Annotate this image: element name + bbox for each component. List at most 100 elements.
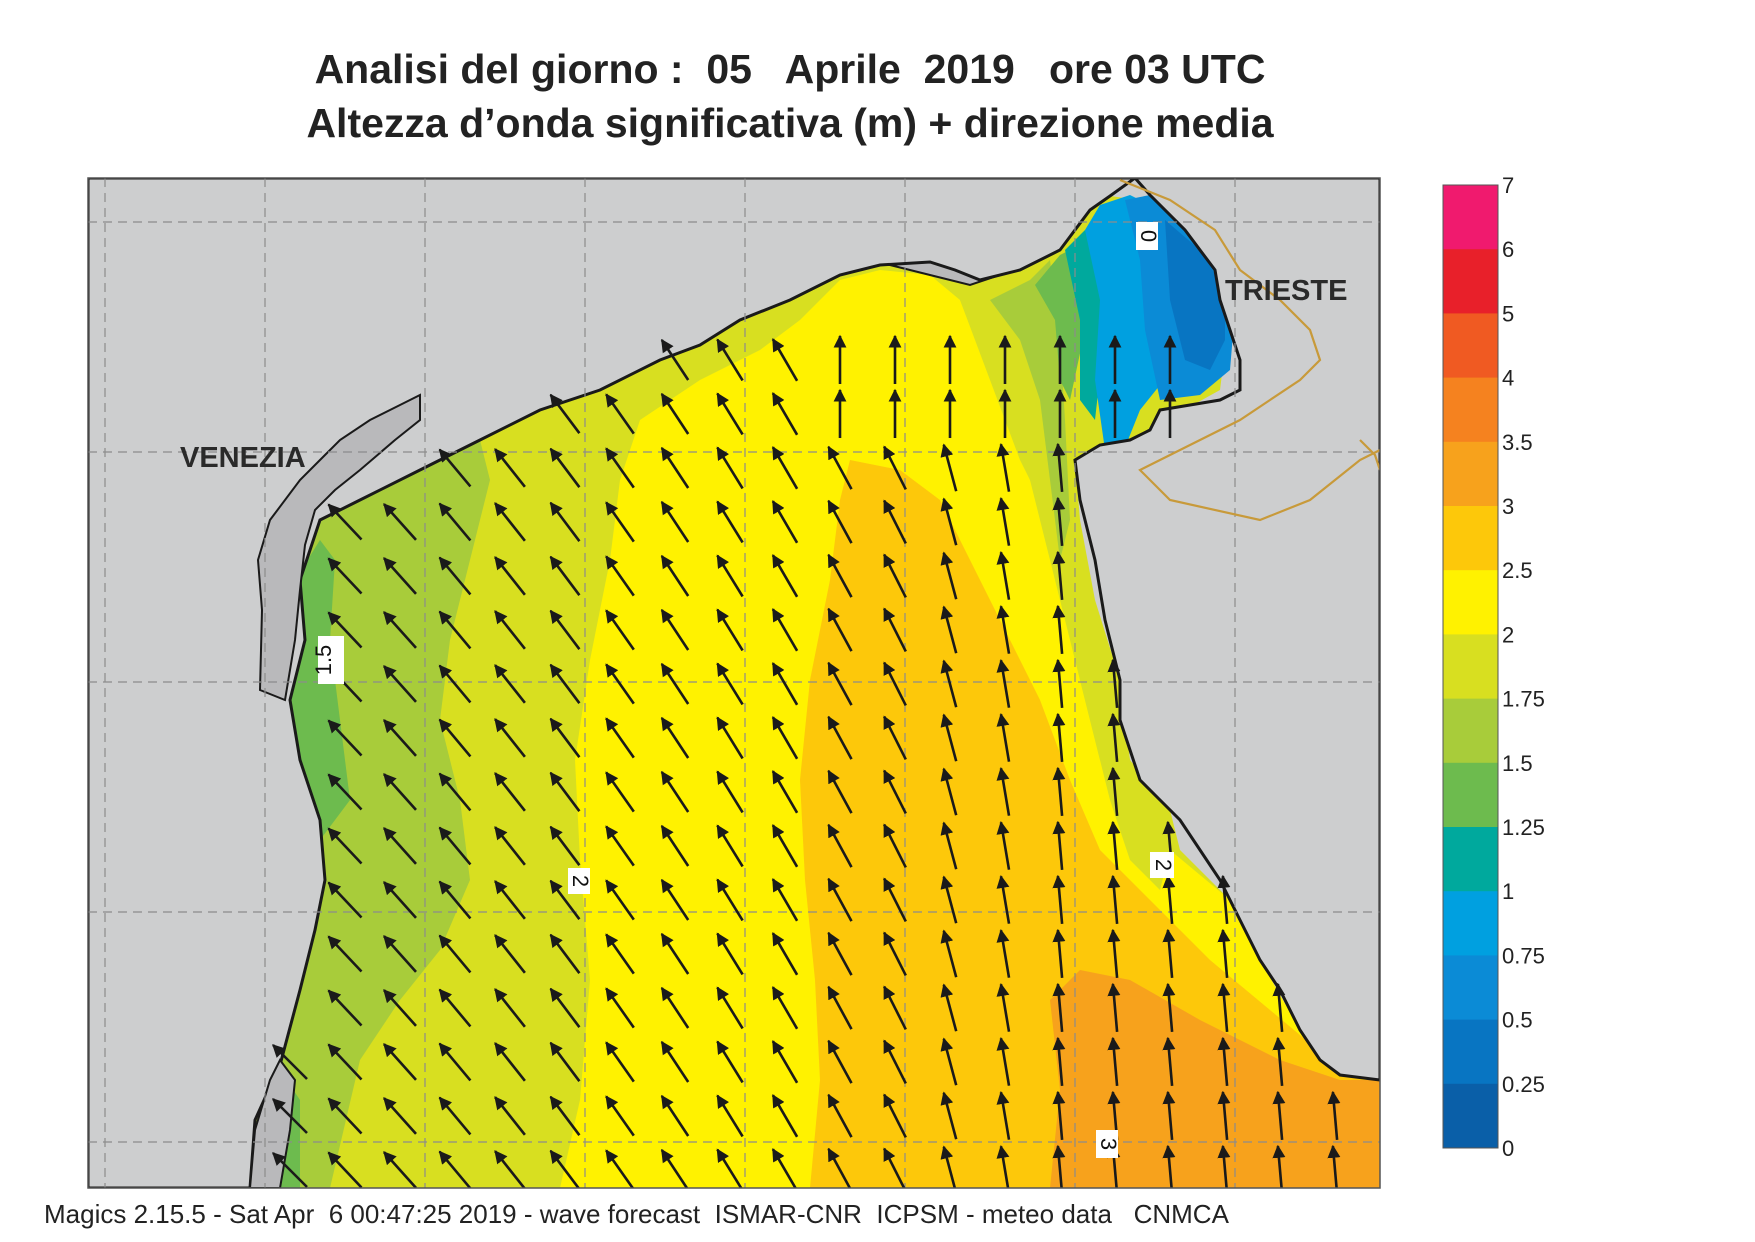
wave-direction-arrow <box>660 824 690 867</box>
wave-direction-arrow <box>883 553 907 598</box>
wave-direction-arrow <box>438 610 472 650</box>
wave-direction-arrow <box>940 821 958 870</box>
wave-direction-arrow <box>827 877 853 922</box>
wave-direction-arrow <box>940 983 958 1032</box>
wave-direction-arrow <box>438 1096 472 1136</box>
wave-direction-arrow <box>716 662 744 706</box>
wave-direction-arrow <box>660 500 690 543</box>
wave-direction-arrow <box>716 446 744 490</box>
wave-direction-arrow <box>827 499 853 544</box>
wave-direction-arrow <box>771 878 799 922</box>
wave-direction-arrow <box>1327 1090 1341 1141</box>
wave-direction-arrow <box>827 769 853 814</box>
colorbar-tick-label: 0.75 <box>1502 943 1545 968</box>
wave-direction-arrow <box>438 502 472 542</box>
wave-direction-arrow <box>1272 1090 1286 1141</box>
wave-direction-arrow <box>771 554 799 598</box>
colorbar-tick-label: 6 <box>1502 237 1514 262</box>
wave-direction-arrow <box>1052 442 1066 493</box>
footer-credits: Magics 2.15.5 - Sat Apr 6 00:47:25 2019 … <box>44 1199 1229 1229</box>
wave-direction-arrow <box>605 447 635 489</box>
wave-direction-arrow <box>940 713 958 762</box>
wave-direction-arrow <box>494 772 526 812</box>
wave-direction-arrow <box>716 1148 743 1188</box>
wave-direction-arrow <box>1052 766 1066 817</box>
wave-direction-arrow <box>383 989 417 1027</box>
wave-direction-arrow <box>996 605 1011 654</box>
wave-direction-arrow <box>494 988 526 1028</box>
contour-label-2-east: 2 <box>1150 852 1176 878</box>
wave-direction-arrow <box>438 1042 472 1082</box>
wave-direction-arrow <box>383 881 417 919</box>
wave-direction-arrow <box>1272 982 1286 1033</box>
wave-direction-arrow <box>771 770 799 814</box>
wave-direction-arrow <box>1052 1090 1066 1141</box>
wave-direction-arrow <box>771 1148 797 1188</box>
wave-direction-arrow <box>494 934 526 974</box>
wave-direction-arrow <box>605 663 635 705</box>
wave-direction-arrow <box>605 987 635 1029</box>
wave-direction-arrow <box>716 878 744 922</box>
city-label-venezia: VENEZIA <box>180 442 306 474</box>
wave-direction-arrow <box>494 880 526 920</box>
wave-direction-arrow <box>940 551 958 600</box>
wave-direction-arrow <box>771 716 799 760</box>
colorbar-swatch <box>1443 698 1498 764</box>
colorbar-swatch <box>1443 634 1498 700</box>
wave-direction-arrow <box>1107 982 1121 1033</box>
wave-direction-arrow <box>996 875 1011 924</box>
wave-direction-arrow <box>883 823 907 868</box>
wave-direction-arrow <box>996 1037 1011 1086</box>
wave-direction-arrow <box>327 557 363 595</box>
wave-direction-arrow <box>660 1094 690 1137</box>
wave-direction-arrow <box>996 551 1011 600</box>
wave-direction-arrow <box>827 661 853 706</box>
colorbar-swatch <box>1443 955 1498 1021</box>
colorbar-tick-label: 2.5 <box>1502 558 1533 583</box>
wave-direction-arrow <box>1052 604 1066 655</box>
colorbar-tick-label: 3 <box>1502 494 1514 519</box>
wave-direction-arrow <box>605 1041 635 1083</box>
wave-direction-arrow <box>827 931 853 976</box>
wave-direction-arrow <box>996 821 1011 870</box>
wave-direction-arrow <box>660 1148 689 1188</box>
band-1-1-25 <box>1065 230 1105 420</box>
colorbar-swatch <box>1443 441 1498 507</box>
colorbar-swatch <box>1443 506 1498 571</box>
wave-direction-arrow <box>940 1145 957 1188</box>
wave-direction-arrow <box>996 1091 1011 1140</box>
wave-direction-arrow <box>383 719 417 757</box>
wave-direction-arrow <box>1327 1144 1341 1188</box>
wave-direction-arrow <box>1052 550 1066 601</box>
band-1-25-1-5-west <box>290 540 350 840</box>
wave-direction-arrow <box>549 771 581 812</box>
wave-direction-arrow <box>716 338 744 382</box>
colorbar-tick-label: 1.5 <box>1502 751 1533 776</box>
wave-direction-arrow <box>771 608 799 652</box>
wave-direction-arrow <box>1217 1144 1231 1188</box>
colorbar-swatch <box>1443 185 1498 250</box>
wave-direction-arrow <box>940 605 958 654</box>
wave-direction-arrow <box>272 1098 308 1134</box>
wave-direction-arrow <box>771 662 799 706</box>
wave-direction-arrows <box>272 334 1341 1188</box>
wave-direction-arrow <box>605 1149 635 1188</box>
wave-direction-arrow <box>771 500 799 544</box>
wave-direction-arrow <box>940 497 958 546</box>
wave-direction-arrow <box>996 767 1011 816</box>
map-frame <box>87 177 1381 1189</box>
wave-direction-arrow <box>1052 658 1066 709</box>
wave-direction-arrow <box>438 880 472 920</box>
wave-direction-arrow <box>327 989 363 1027</box>
wave-direction-arrow <box>438 556 472 596</box>
wave-direction-arrow <box>660 986 690 1029</box>
wave-direction-arrow <box>716 392 744 436</box>
wave-direction-arrow <box>1162 1144 1176 1188</box>
wave-direction-arrow <box>1052 982 1066 1033</box>
colorbar-swatch <box>1443 1019 1498 1085</box>
wave-direction-arrow <box>940 875 958 924</box>
wave-direction-arrow <box>716 554 744 598</box>
wave-direction-arrow <box>716 500 744 544</box>
colorbar-swatch <box>1443 1083 1498 1149</box>
colorbar-swatch <box>1443 762 1498 828</box>
